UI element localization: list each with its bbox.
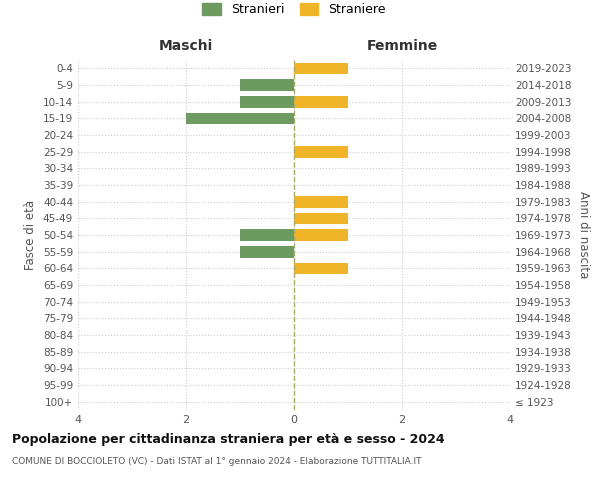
Bar — [294, 229, 348, 241]
Y-axis label: Fasce di età: Fasce di età — [25, 200, 37, 270]
Text: Femmine: Femmine — [367, 39, 437, 53]
Bar — [294, 196, 348, 207]
Bar — [294, 96, 348, 108]
Legend: Stranieri, Straniere: Stranieri, Straniere — [202, 4, 386, 16]
Bar — [240, 96, 294, 108]
Bar — [294, 262, 348, 274]
Y-axis label: Anni di nascita: Anni di nascita — [577, 192, 590, 278]
Bar — [294, 62, 348, 74]
Text: COMUNE DI BOCCIOLETO (VC) - Dati ISTAT al 1° gennaio 2024 - Elaborazione TUTTITA: COMUNE DI BOCCIOLETO (VC) - Dati ISTAT a… — [12, 457, 421, 466]
Text: Popolazione per cittadinanza straniera per età e sesso - 2024: Popolazione per cittadinanza straniera p… — [12, 432, 445, 446]
Bar — [240, 229, 294, 241]
Text: Maschi: Maschi — [159, 39, 213, 53]
Bar — [186, 112, 294, 124]
Bar — [240, 79, 294, 91]
Bar — [294, 212, 348, 224]
Bar — [240, 246, 294, 258]
Bar — [294, 146, 348, 158]
